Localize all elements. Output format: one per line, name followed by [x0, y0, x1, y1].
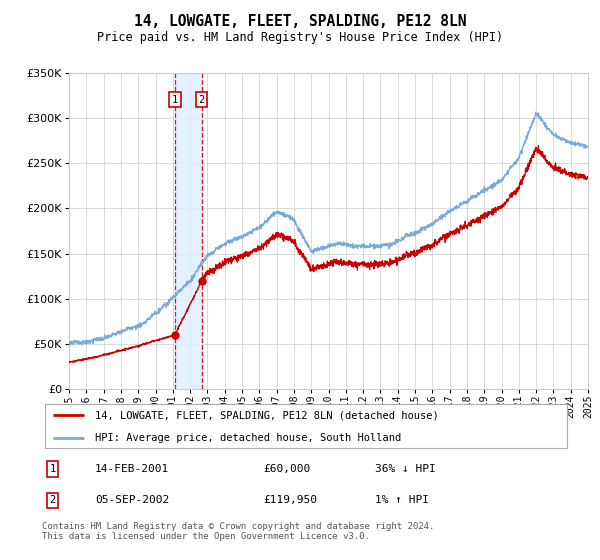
Text: Contains HM Land Registry data © Crown copyright and database right 2024.
This d: Contains HM Land Registry data © Crown c…: [42, 522, 434, 542]
Text: HPI: Average price, detached house, South Holland: HPI: Average price, detached house, Sout…: [95, 433, 401, 443]
Text: £60,000: £60,000: [264, 464, 311, 474]
Text: 2: 2: [49, 496, 56, 506]
Text: 1: 1: [49, 464, 56, 474]
Text: 36% ↓ HPI: 36% ↓ HPI: [374, 464, 436, 474]
Text: 14, LOWGATE, FLEET, SPALDING, PE12 8LN: 14, LOWGATE, FLEET, SPALDING, PE12 8LN: [134, 14, 466, 29]
Text: 14-FEB-2001: 14-FEB-2001: [95, 464, 169, 474]
Bar: [175, 73, 202, 389]
Text: 14, LOWGATE, FLEET, SPALDING, PE12 8LN (detached house): 14, LOWGATE, FLEET, SPALDING, PE12 8LN (…: [95, 410, 439, 421]
Text: 1% ↑ HPI: 1% ↑ HPI: [374, 496, 428, 506]
Text: 2: 2: [199, 95, 205, 105]
Text: 05-SEP-2002: 05-SEP-2002: [95, 496, 169, 506]
Text: Price paid vs. HM Land Registry's House Price Index (HPI): Price paid vs. HM Land Registry's House …: [97, 31, 503, 44]
Text: 1: 1: [172, 95, 178, 105]
Text: £119,950: £119,950: [264, 496, 318, 506]
FancyBboxPatch shape: [44, 404, 568, 449]
